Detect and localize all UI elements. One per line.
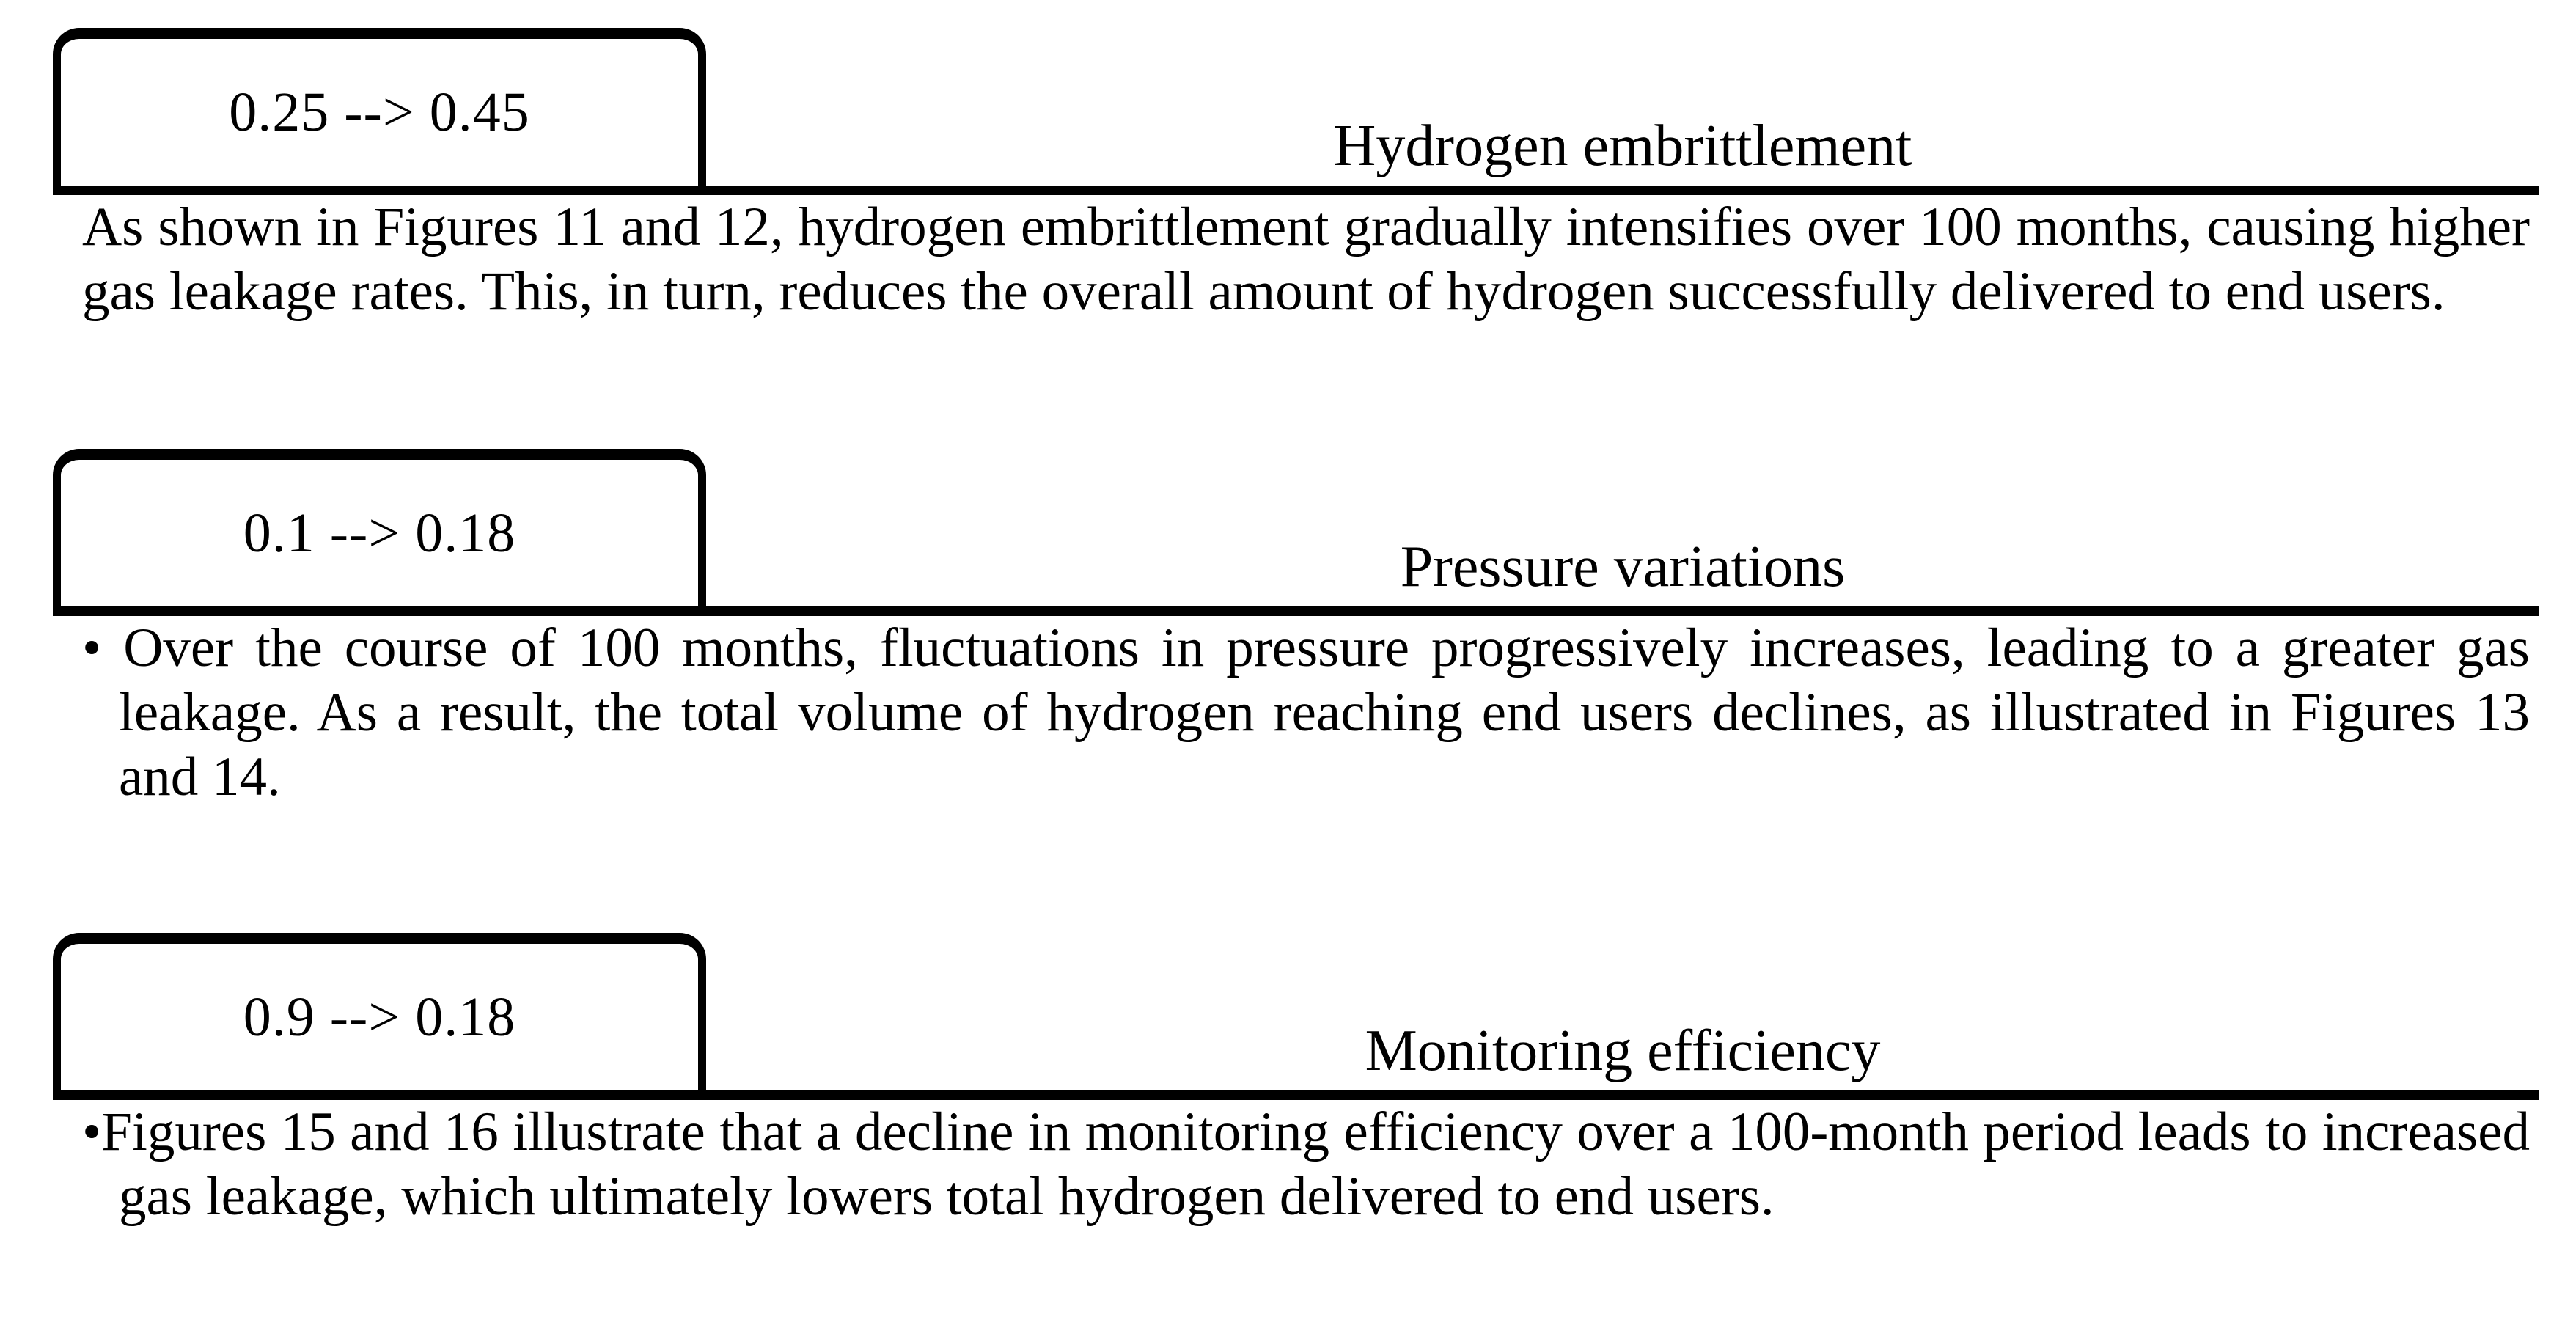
section-header-row: 0.25 --> 0.45 Hydrogen embrittlement <box>53 28 2539 186</box>
value-change-box: 0.9 --> 0.18 <box>53 933 706 1090</box>
section-heading: Pressure variations <box>1400 535 1846 599</box>
section-pressure-variations: 0.1 --> 0.18 Pressure variations • Over … <box>0 449 2576 810</box>
horizontal-rule <box>53 606 2539 616</box>
section-paragraph: •Figures 15 and 16 illustrate that a dec… <box>82 1100 2530 1229</box>
horizontal-rule <box>53 1090 2539 1100</box>
section-heading: Monitoring efficiency <box>1365 1019 1881 1083</box>
value-change-box: 0.25 --> 0.45 <box>53 28 706 186</box>
value-change-box: 0.1 --> 0.18 <box>53 449 706 606</box>
heading-cell: Pressure variations <box>706 449 2539 606</box>
value-change-label: 0.1 --> 0.18 <box>243 502 516 564</box>
heading-cell: Monitoring efficiency <box>706 933 2539 1090</box>
section-header-row: 0.1 --> 0.18 Pressure variations <box>53 449 2539 606</box>
paragraph-text: Over the course of 100 months, fluctuati… <box>119 617 2530 807</box>
heading-cell: Hydrogen embrittlement <box>706 28 2539 186</box>
section-hydrogen-embrittlement: 0.25 --> 0.45 Hydrogen embrittlement As … <box>0 28 2576 324</box>
bullet-marker: • <box>82 617 124 678</box>
section-header-row: 0.9 --> 0.18 Monitoring efficiency <box>53 933 2539 1090</box>
horizontal-rule <box>53 186 2539 195</box>
paragraph-text: Figures 15 and 16 illustrate that a decl… <box>101 1101 2530 1227</box>
section-monitoring-efficiency: 0.9 --> 0.18 Monitoring efficiency •Figu… <box>0 933 2576 1229</box>
section-paragraph: • Over the course of 100 months, fluctua… <box>82 616 2530 810</box>
bullet-marker: • <box>82 1101 102 1162</box>
section-heading: Hydrogen embrittlement <box>1333 114 1912 178</box>
value-change-label: 0.25 --> 0.45 <box>229 81 530 143</box>
value-change-label: 0.9 --> 0.18 <box>243 986 516 1048</box>
section-paragraph: As shown in Figures 11 and 12, hydrogen … <box>82 195 2530 324</box>
paragraph-text: As shown in Figures 11 and 12, hydrogen … <box>82 197 2530 322</box>
